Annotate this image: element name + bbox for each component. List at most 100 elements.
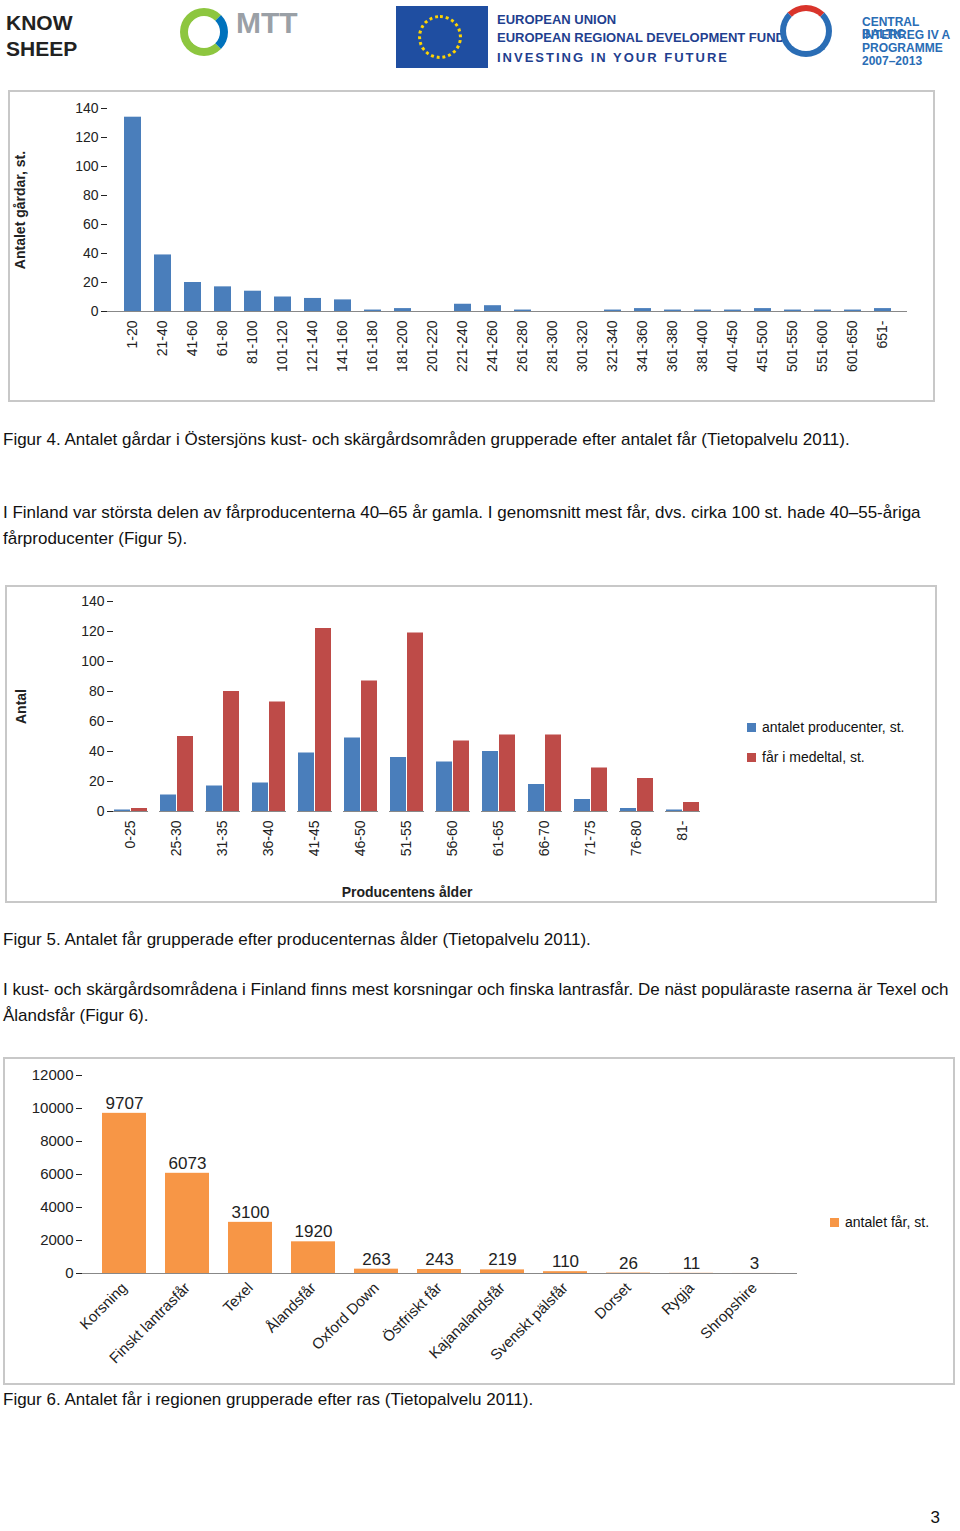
svg-text:0-25: 0-25 xyxy=(122,820,138,848)
svg-text:60: 60 xyxy=(89,713,105,729)
svg-text:10000: 10000 xyxy=(32,1099,74,1116)
svg-text:71-75: 71-75 xyxy=(582,820,598,856)
html-text:KNOW: KNOW xyxy=(6,11,73,34)
svg-text:181-200: 181-200 xyxy=(394,320,410,372)
svg-text:41-45: 41-45 xyxy=(306,820,322,856)
svg-text:261-280: 261-280 xyxy=(514,320,530,372)
svg-text:219: 219 xyxy=(488,1250,516,1269)
svg-text:0: 0 xyxy=(97,803,105,819)
svg-text:243: 243 xyxy=(425,1250,453,1269)
svg-text:Rygja: Rygja xyxy=(658,1278,698,1318)
html-text:Figur 5. Antalet får grupperad: Figur 5. Antalet får grupperade efter pr… xyxy=(3,930,591,949)
svg-text:101-120: 101-120 xyxy=(274,320,290,372)
svg-text:100: 100 xyxy=(81,653,105,669)
svg-text:20: 20 xyxy=(83,274,99,290)
svg-text:100: 100 xyxy=(75,158,99,174)
svg-text:Korsning: Korsning xyxy=(76,1279,130,1333)
svg-text:0: 0 xyxy=(91,303,99,319)
svg-text:6000: 6000 xyxy=(40,1165,73,1182)
svg-text:21-40: 21-40 xyxy=(154,320,170,356)
svg-text:3: 3 xyxy=(750,1254,759,1273)
svg-text:6073: 6073 xyxy=(169,1154,207,1173)
html-text:I kust- och skärgårdsområdena: I kust- och skärgårdsområdena i Finland … xyxy=(3,980,949,1025)
html-text:får i medeltal, st.: får i medeltal, st. xyxy=(762,749,865,765)
svg-text:66-70: 66-70 xyxy=(536,820,552,856)
html-text:CENTRAL BALTIC: CENTRAL BALTIC xyxy=(862,15,920,41)
svg-text:Dorset: Dorset xyxy=(591,1278,635,1322)
svg-text:201-220: 201-220 xyxy=(424,320,440,372)
svg-text:401-450: 401-450 xyxy=(724,320,740,372)
svg-text:Antal: Antal xyxy=(13,689,29,724)
svg-text:121-140: 121-140 xyxy=(304,320,320,372)
svg-text:Svenskt pälsfår: Svenskt pälsfår xyxy=(486,1279,571,1364)
svg-text:8000: 8000 xyxy=(40,1132,73,1149)
svg-text:140: 140 xyxy=(81,593,105,609)
svg-text:Producentens ålder: Producentens ålder xyxy=(342,884,473,900)
svg-text:263: 263 xyxy=(362,1250,390,1269)
svg-text:Texel: Texel xyxy=(219,1279,256,1316)
svg-text:31-35: 31-35 xyxy=(214,820,230,856)
svg-text:0: 0 xyxy=(65,1264,73,1281)
svg-text:241-260: 241-260 xyxy=(484,320,500,372)
svg-text:120: 120 xyxy=(81,623,105,639)
svg-text:161-180: 161-180 xyxy=(364,320,380,372)
svg-text:20: 20 xyxy=(89,773,105,789)
svg-text:12000: 12000 xyxy=(32,1066,74,1083)
svg-text:451-500: 451-500 xyxy=(754,320,770,372)
svg-text:551-600: 551-600 xyxy=(814,320,830,372)
html-text:Figur 6. Antalet får i regione: Figur 6. Antalet får i regionen gruppera… xyxy=(3,1390,534,1409)
svg-text:51-55: 51-55 xyxy=(398,820,414,856)
svg-text:41-60: 41-60 xyxy=(184,320,200,356)
html-text:MTT: MTT xyxy=(236,6,298,39)
svg-text:1-20: 1-20 xyxy=(124,320,140,348)
svg-text:11: 11 xyxy=(683,1254,701,1273)
svg-text:40: 40 xyxy=(89,743,105,759)
svg-text:Kajanalandsfår: Kajanalandsfår xyxy=(425,1278,508,1362)
svg-text:81-100: 81-100 xyxy=(244,320,260,364)
svg-text:80: 80 xyxy=(83,187,99,203)
svg-text:651-: 651- xyxy=(874,320,890,348)
svg-text:361-380: 361-380 xyxy=(664,320,680,372)
html-text:Figur 4. Antalet gårdar i Öste: Figur 4. Antalet gårdar i Östersjöns kus… xyxy=(3,430,850,449)
svg-text:Ålandsfår: Ålandsfår xyxy=(262,1279,319,1336)
svg-text:Östfriskt får: Östfriskt får xyxy=(379,1279,445,1345)
svg-text:321-340: 321-340 xyxy=(604,320,620,372)
svg-text:9707: 9707 xyxy=(106,1094,144,1113)
svg-text:40: 40 xyxy=(83,245,99,261)
html-text:antalet får, st.: antalet får, st. xyxy=(845,1214,930,1230)
svg-text:301-320: 301-320 xyxy=(574,320,590,372)
svg-text:76-80: 76-80 xyxy=(628,820,644,856)
html-text:EUROPEAN UNION: EUROPEAN UNION xyxy=(497,12,617,27)
svg-text:2000: 2000 xyxy=(40,1231,73,1248)
svg-text:56-60: 56-60 xyxy=(444,820,460,856)
svg-text:46-50: 46-50 xyxy=(352,820,368,856)
svg-text:36-40: 36-40 xyxy=(260,820,276,856)
svg-text:25-30: 25-30 xyxy=(168,820,184,856)
html-text:I Finland var största delen av: I Finland var största delen av fårproduc… xyxy=(3,503,921,548)
svg-text:110: 110 xyxy=(552,1252,579,1271)
svg-text:140: 140 xyxy=(75,100,99,116)
svg-text:60: 60 xyxy=(83,216,99,232)
svg-text:26: 26 xyxy=(619,1254,638,1273)
svg-text:341-360: 341-360 xyxy=(634,320,650,372)
svg-text:601-650: 601-650 xyxy=(844,320,860,372)
svg-text:1920: 1920 xyxy=(295,1222,333,1241)
svg-text:281-300: 281-300 xyxy=(544,320,560,372)
svg-text:Antalet gårdar, st.: Antalet gårdar, st. xyxy=(12,151,28,269)
svg-text:120: 120 xyxy=(75,129,99,145)
svg-text:Shropshire: Shropshire xyxy=(697,1279,760,1342)
svg-text:61-80: 61-80 xyxy=(214,320,230,356)
svg-text:221-240: 221-240 xyxy=(454,320,470,372)
html-text:antalet producenter, st.: antalet producenter, st. xyxy=(762,719,905,735)
svg-text:501-550: 501-550 xyxy=(784,320,800,372)
svg-text:Finskt lantrasfår: Finskt lantrasfår xyxy=(106,1279,193,1366)
svg-text:381-400: 381-400 xyxy=(694,320,710,372)
svg-text:4000: 4000 xyxy=(40,1198,73,1215)
svg-text:Oxford Down: Oxford Down xyxy=(308,1279,382,1353)
svg-text:61-65: 61-65 xyxy=(490,820,506,856)
html-text:SHEEP: SHEEP xyxy=(6,37,78,60)
svg-text:3100: 3100 xyxy=(232,1203,270,1222)
svg-text:141-160: 141-160 xyxy=(334,320,350,372)
svg-text:80: 80 xyxy=(89,683,105,699)
svg-text:81-: 81- xyxy=(674,820,690,841)
